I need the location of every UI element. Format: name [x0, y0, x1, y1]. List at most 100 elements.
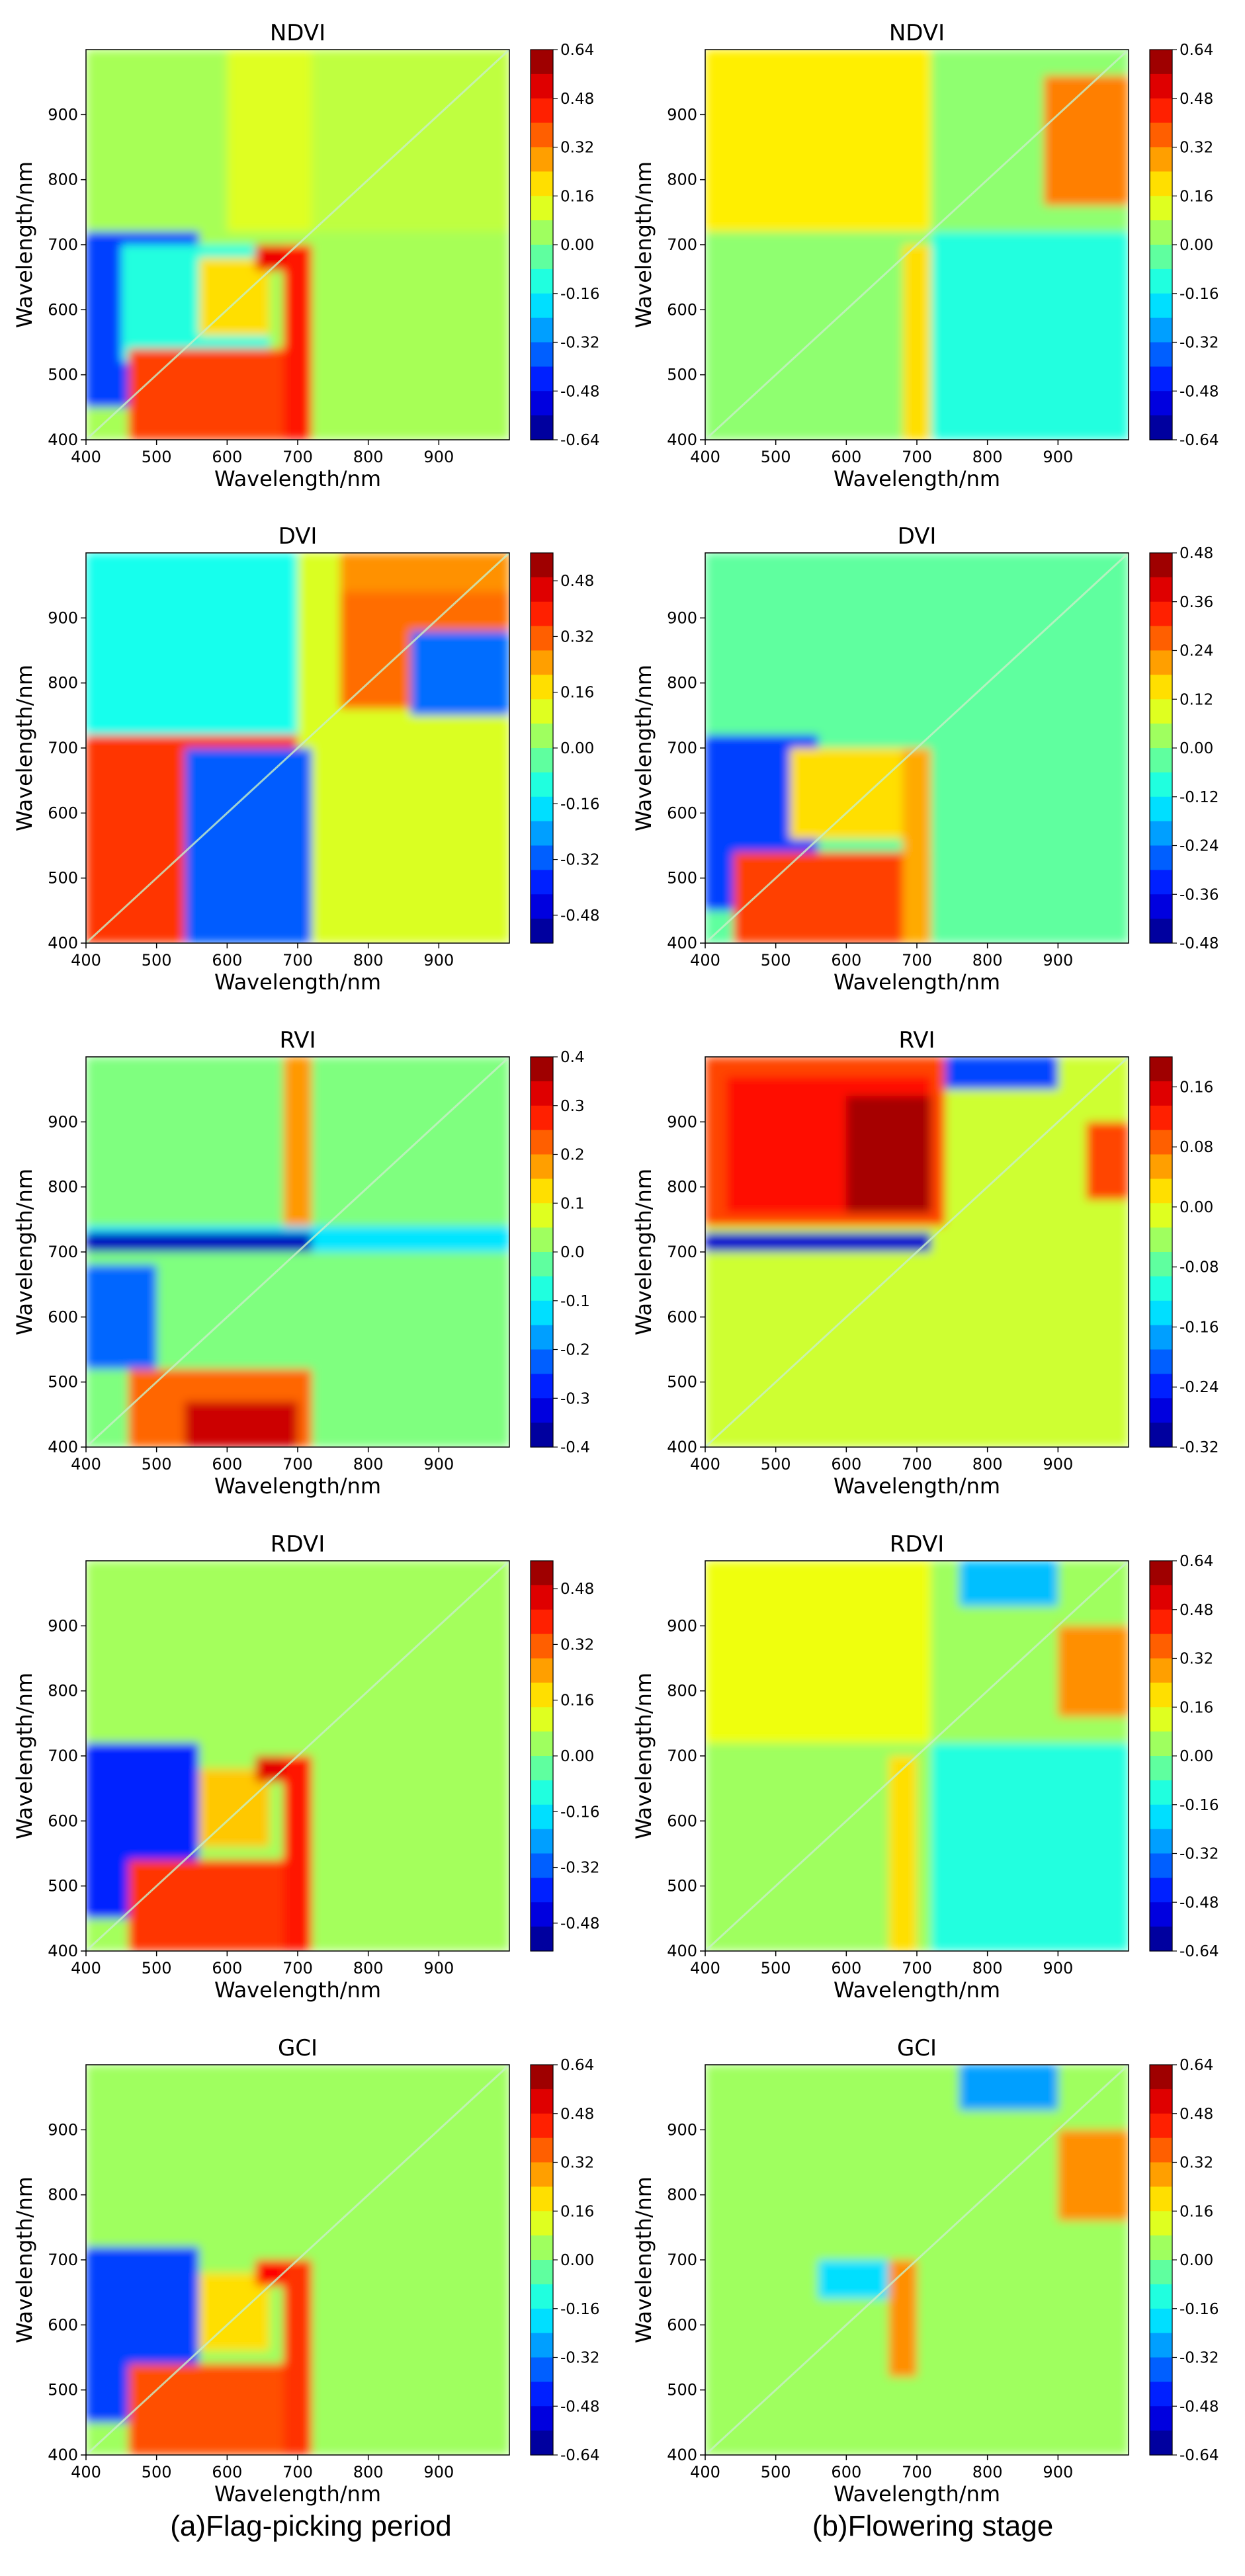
- heatmap-region: [410, 631, 509, 716]
- colorbar-step: [531, 1398, 553, 1423]
- colorbar-step: [531, 650, 553, 675]
- colorbar-step: [1150, 2431, 1172, 2456]
- colorbar-step: [1150, 772, 1172, 798]
- colorbar-step: [531, 2406, 553, 2431]
- heatmap-field: [705, 50, 1129, 440]
- colorbar-step: [531, 73, 553, 99]
- x-tick-label: 900: [423, 2463, 454, 2481]
- colorbar-tick-label: -0.36: [1180, 886, 1219, 903]
- colorbar-step: [1150, 650, 1172, 675]
- colorbar-tick-label: 0.36: [1180, 594, 1213, 611]
- x-axis-label: Wavelength/nm: [214, 2481, 381, 2507]
- colorbar-step: [531, 1081, 553, 1106]
- heatmap-region: [846, 1096, 931, 1213]
- heatmap-region: [902, 748, 931, 943]
- colorbar-step: [1150, 577, 1172, 602]
- colorbar-tick-label: 0.16: [1180, 1079, 1213, 1096]
- colorbar-tick-label: 0.32: [560, 1636, 594, 1653]
- colorbar-step: [531, 366, 553, 392]
- x-axis-label: Wavelength/nm: [834, 970, 1000, 995]
- plot-title: NDVI: [270, 20, 325, 46]
- colorbar-tick-label: -0.2: [560, 1342, 590, 1359]
- colorbar-step: [1150, 196, 1172, 221]
- colorbar-tick-label: -0.48: [1180, 383, 1219, 400]
- colorbar-tick-label: 0.08: [1180, 1139, 1213, 1156]
- colorbar-step: [1150, 269, 1172, 294]
- x-tick-label: 400: [71, 2463, 101, 2481]
- y-tick-label: 700: [667, 2251, 697, 2269]
- colorbar-tick-label: -0.64: [560, 432, 600, 449]
- heatmap-region: [705, 50, 931, 232]
- colorbar-step: [531, 2089, 553, 2114]
- y-tick-label: 900: [48, 2120, 78, 2139]
- colorbar-step: [531, 894, 553, 919]
- colorbar-step: [531, 1561, 553, 1586]
- colorbar-step: [531, 601, 553, 627]
- heatmap-field: [86, 553, 509, 943]
- y-tick-label: 400: [48, 431, 78, 449]
- colorbar-tick-label: -0.32: [1180, 335, 1219, 352]
- y-tick-label: 900: [48, 608, 78, 627]
- x-tick-label: 600: [831, 2463, 861, 2481]
- colorbar-step: [1150, 796, 1172, 822]
- colorbar-step: [531, 2333, 553, 2358]
- y-tick-label: 800: [667, 2186, 697, 2204]
- colorbar-step: [531, 293, 553, 319]
- colorbar-tick-label: 0.48: [560, 91, 594, 108]
- x-tick-label: 900: [423, 448, 454, 466]
- y-tick-label: 400: [667, 934, 697, 952]
- colorbar-step: [531, 845, 553, 870]
- heatmap-b3: RVI 400 500 600 700 800 900 400 500 600 700 800 900 W…: [631, 1027, 1219, 1499]
- colorbar-step: [531, 796, 553, 822]
- colorbar-tick-label: -0.64: [1180, 432, 1219, 449]
- plot-title: GCI: [897, 2035, 937, 2061]
- colorbar-tick-label: -0.48: [560, 1915, 600, 1932]
- heatmap-field: [86, 1561, 509, 1951]
- x-axis-label: Wavelength/nm: [834, 1977, 1000, 2003]
- y-tick-label: 400: [667, 1942, 697, 1960]
- y-tick-label: 900: [48, 105, 78, 124]
- x-tick-label: 800: [353, 448, 384, 466]
- colorbar-step: [531, 98, 553, 124]
- x-tick-label: 900: [423, 951, 454, 970]
- colorbar-tick-label: 0.24: [1180, 643, 1213, 660]
- colorbar-step: [1150, 2186, 1172, 2212]
- y-tick-label: 900: [667, 105, 697, 124]
- heatmap-region: [1058, 2130, 1129, 2221]
- diagonal-line: [705, 50, 1129, 440]
- colorbar-step: [1150, 73, 1172, 99]
- colorbar-step: [531, 245, 553, 270]
- y-tick-label: 400: [667, 2446, 697, 2464]
- colorbar-step: [531, 2235, 553, 2261]
- x-tick-label: 900: [1043, 951, 1073, 970]
- colorbar-tick-label: -0.16: [560, 1804, 600, 1821]
- colorbar-tick-label: 0.00: [560, 2252, 594, 2269]
- colorbar-step: [531, 171, 553, 196]
- colorbar-tick-label: 0.48: [560, 573, 594, 590]
- heatmap-a1: NDVI 400 500 600 700 800 900 400 500 600 700 800 900…: [12, 20, 600, 491]
- x-axis-label: Wavelength/nm: [214, 970, 381, 995]
- colorbar-tick-label: -0.64: [1180, 1943, 1219, 1960]
- colorbar-step: [531, 1902, 553, 1927]
- x-tick-label: 700: [282, 2463, 313, 2481]
- colorbar-tick-label: -0.32: [1180, 1439, 1219, 1456]
- colorbar-step: [531, 1804, 553, 1830]
- y-tick-label: 500: [48, 869, 78, 888]
- colorbar-step: [531, 1227, 553, 1253]
- colorbar-tick-label: 0.32: [560, 628, 594, 645]
- y-tick-label: 700: [667, 235, 697, 254]
- colorbar-tick-label: -0.12: [1180, 789, 1219, 806]
- heatmap-region: [198, 1768, 270, 1847]
- colorbar-tick-label: -0.4: [560, 1439, 590, 1456]
- colorbar-tick-label: 0.16: [560, 188, 594, 205]
- y-tick-label: 500: [667, 1877, 697, 1895]
- colorbar-step: [531, 1634, 553, 1659]
- colorbar-step: [1150, 1780, 1172, 1806]
- colorbar-step: [531, 1179, 553, 1204]
- colorbar-step: [531, 391, 553, 416]
- colorbar-step: [1150, 870, 1172, 895]
- colorbar-step: [1150, 245, 1172, 270]
- colorbar-step: [531, 1130, 553, 1155]
- x-tick-label: 800: [972, 951, 1003, 970]
- y-tick-label: 600: [48, 1308, 78, 1326]
